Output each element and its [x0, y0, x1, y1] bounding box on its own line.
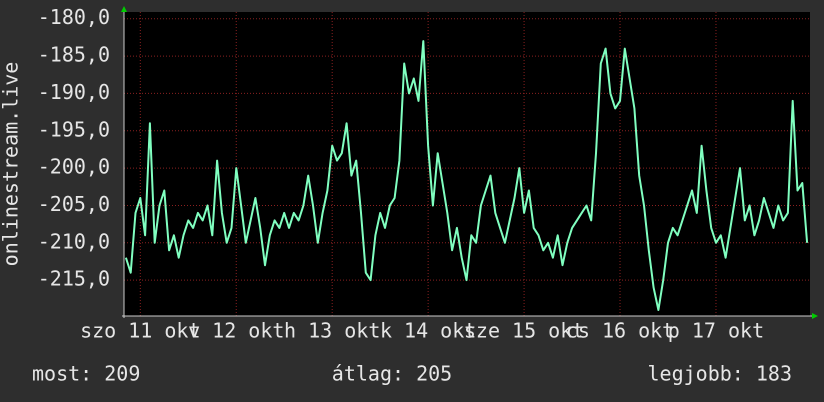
y-tick-label: -190,0	[38, 80, 110, 104]
y-arrow	[121, 6, 127, 12]
x-arrow	[812, 313, 818, 319]
x-tick-label: cs 16 okt	[566, 319, 674, 343]
y-tick-label: -200,0	[38, 155, 110, 179]
y-tick-label: -185,0	[38, 43, 110, 67]
series-line	[124, 40, 809, 311]
y-tick-label: -195,0	[38, 117, 110, 141]
x-tick-label: v 12 okt	[188, 319, 284, 343]
x-tick-label: sze 15 okt	[464, 319, 584, 343]
y-tick-label: -180,0	[38, 5, 110, 29]
plot-area	[124, 12, 810, 316]
y-axis-label: onlinestream.live	[0, 62, 23, 267]
marks	[124, 40, 809, 311]
x-tick-label: szo 11 okt	[80, 319, 200, 343]
y-tick-label: -210,0	[38, 229, 110, 253]
y-tick-label: -205,0	[38, 192, 110, 216]
x-tick-label: h 13 okt	[284, 319, 380, 343]
x-tick-label: k 14 okt	[380, 319, 476, 343]
x-tick-label: p 17 okt	[668, 319, 764, 343]
y-tick-label: -215,0	[38, 267, 110, 291]
footer-current: most: 209	[32, 362, 140, 386]
footer-average: átlag: 205	[332, 362, 452, 386]
footer-best: legjobb: 183	[648, 362, 793, 386]
